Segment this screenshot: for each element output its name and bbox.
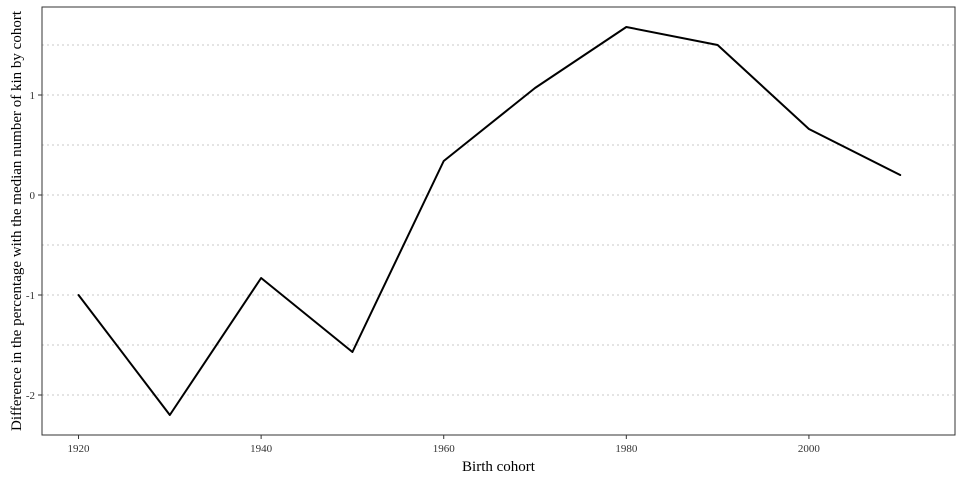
- x-axis-title: Birth cohort: [462, 459, 536, 475]
- y-axis-title: Difference in the percentage with the me…: [9, 10, 25, 431]
- grid-lines: [42, 44, 955, 396]
- x-tick-label: 1980: [615, 443, 638, 455]
- x-tick-label: 2000: [798, 443, 821, 455]
- series-layer: [77, 26, 902, 416]
- y-axis: -2 -1 0 1: [26, 90, 42, 402]
- y-tick-label: 0: [30, 190, 36, 202]
- x-axis: 1920 1940 1960 1980 2000: [68, 435, 821, 455]
- y-tick-label: -1: [26, 290, 35, 302]
- y-tick-label: -2: [26, 390, 35, 402]
- x-tick-label: 1920: [68, 443, 91, 455]
- x-tick-label: 1940: [250, 443, 273, 455]
- plot-frame: [41, 6, 956, 436]
- x-tick-label: 1960: [433, 443, 456, 455]
- y-tick-label: 1: [30, 90, 36, 102]
- series-line-0: [77, 26, 902, 416]
